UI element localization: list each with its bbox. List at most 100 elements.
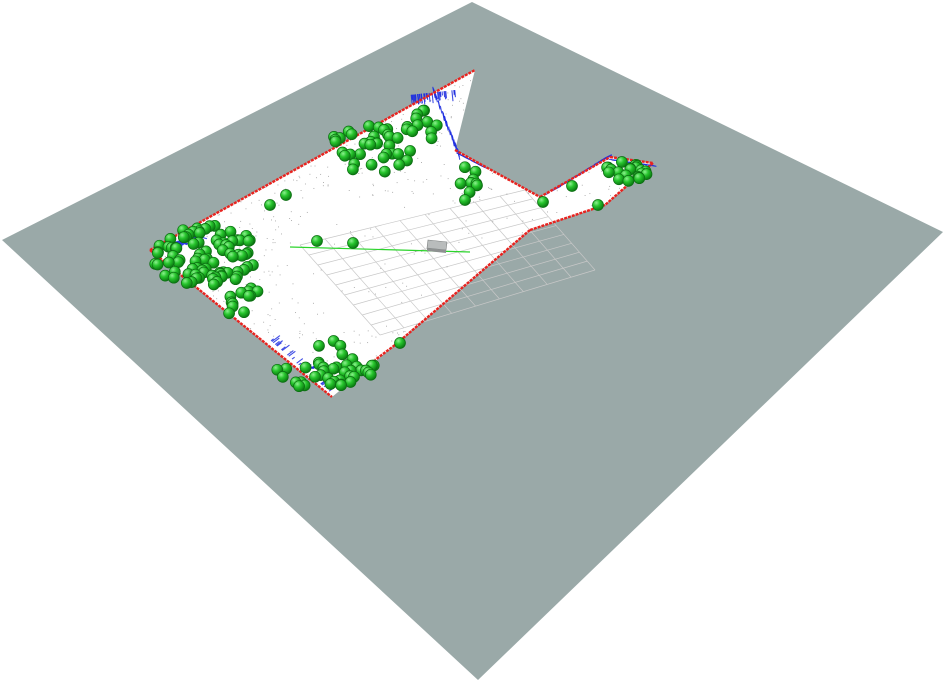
scan-dot (392, 332, 394, 334)
landmark-sphere-icon (338, 149, 351, 162)
scan-dot (245, 208, 247, 210)
scan-dot (432, 193, 434, 195)
scan-dot (415, 251, 417, 253)
scan-dot (359, 196, 361, 198)
scan-line (445, 90, 448, 99)
scan-dot (284, 344, 286, 345)
scan-dot (368, 291, 370, 293)
scan-dot (309, 173, 311, 175)
scan-dot (421, 250, 423, 252)
scan-dot (268, 331, 269, 333)
scan-dot (289, 351, 291, 352)
scan-dot (299, 330, 301, 332)
scan-dot (240, 201, 242, 203)
scan-dot (263, 255, 265, 257)
scan-dot (404, 172, 406, 173)
grid-line (299, 189, 526, 246)
scan-dot (565, 196, 567, 198)
scan-dot (383, 121, 385, 123)
scan-dot (277, 265, 279, 267)
grid-line (344, 234, 564, 296)
scan-line (288, 350, 296, 357)
landmark-sphere-icon (151, 247, 164, 259)
scan-dot (328, 175, 329, 177)
scan-dot (450, 116, 452, 118)
scan-dot (411, 191, 413, 192)
wall-segment (374, 344, 396, 361)
scan-dot (217, 290, 219, 292)
scan-line (270, 338, 274, 342)
scan-dot (458, 100, 460, 102)
scan-dot (397, 145, 399, 147)
scan-dot (341, 290, 343, 292)
scan-dot (401, 301, 403, 303)
scan-line (451, 90, 454, 102)
scan-line (276, 342, 282, 347)
scan-dot (470, 80, 471, 82)
scan-dot (612, 160, 614, 162)
scan-dot (310, 165, 312, 167)
scan-dot (490, 188, 492, 190)
scan-dot (492, 221, 494, 223)
scan-dot (450, 84, 452, 86)
scan-line (443, 91, 446, 98)
scan-dot (436, 145, 438, 146)
scan-line (296, 358, 304, 364)
scan-dot (473, 201, 475, 203)
scan-dot (584, 195, 586, 196)
scan-line (417, 94, 420, 105)
scan-dot (164, 256, 166, 257)
scan-dot (271, 308, 273, 310)
scan-dot (556, 212, 558, 213)
scan-dot (610, 195, 611, 197)
landmark-sphere-icon (393, 158, 406, 171)
scan-dot (298, 317, 300, 319)
landmark-sphere-icon (180, 277, 193, 289)
scan-dot (391, 121, 392, 123)
scan-dot (250, 328, 252, 329)
landmark-sphere-icon (280, 189, 292, 201)
scan-dot (385, 286, 387, 288)
landmark-sphere-icon (313, 340, 325, 352)
scan-line (435, 94, 438, 103)
landmark-sphere-icon (406, 125, 419, 138)
scan-dot (350, 231, 351, 233)
scan-dot (439, 145, 441, 147)
scan-dot (454, 85, 456, 87)
scan-dot (314, 165, 316, 167)
scan-dot (277, 184, 279, 186)
grid-line (499, 195, 572, 278)
scan-line (411, 94, 414, 101)
scan-dot (256, 231, 258, 233)
scan-dot (479, 199, 481, 201)
scan-dot (312, 302, 314, 304)
scan-dot (353, 330, 355, 332)
scan-dot (396, 128, 397, 130)
occupied-walls (149, 68, 654, 398)
scan-dot (313, 187, 315, 189)
scan-dot (454, 202, 456, 204)
landmark-sphere-icon (264, 199, 276, 211)
grid-line (317, 207, 541, 266)
landmark-sphere-icon (167, 271, 180, 284)
scan-dot (323, 312, 325, 314)
scan-line (176, 240, 188, 246)
scan-dot (531, 218, 533, 220)
scan-dot (327, 166, 329, 168)
landmark-sphere-icon (613, 173, 625, 186)
scan-dot (333, 356, 335, 358)
scan-dot (458, 241, 460, 243)
scan-dot (302, 334, 303, 336)
scan-dot (609, 185, 611, 187)
scan-dot (268, 270, 270, 272)
scan-dot (413, 253, 415, 255)
scan-dot (224, 221, 226, 223)
scan-dot (384, 263, 386, 265)
scan-dot (276, 202, 278, 204)
scan-dot (588, 171, 590, 173)
wall-segment (149, 249, 333, 398)
grid-line (349, 232, 429, 321)
